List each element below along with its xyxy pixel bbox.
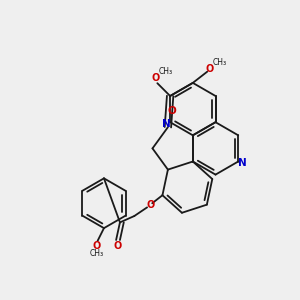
Text: N: N	[238, 158, 246, 168]
Text: CH₃: CH₃	[158, 67, 172, 76]
Text: O: O	[168, 106, 177, 116]
Text: O: O	[92, 241, 101, 251]
Text: O: O	[146, 200, 154, 210]
Text: CH₃: CH₃	[89, 249, 104, 258]
Text: O: O	[206, 64, 214, 74]
Text: O: O	[151, 73, 160, 83]
Text: N: N	[162, 119, 171, 129]
Text: O: O	[114, 241, 122, 251]
Text: CH₃: CH₃	[212, 58, 226, 67]
